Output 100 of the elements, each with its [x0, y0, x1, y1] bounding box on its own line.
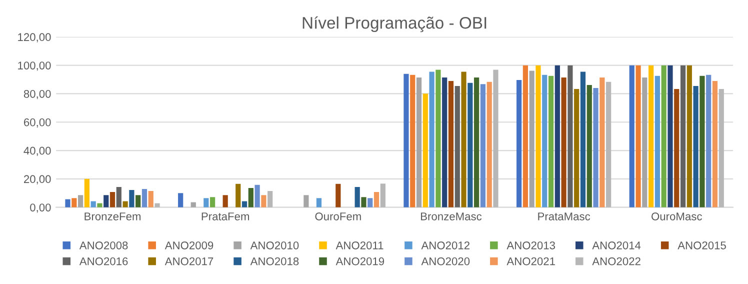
x-tick-label: OuroFem [315, 212, 361, 220]
bar [416, 78, 422, 208]
bar [586, 85, 592, 208]
bar [374, 192, 380, 208]
bar [142, 189, 148, 208]
bar [568, 65, 573, 208]
bar [368, 198, 373, 208]
bar [65, 199, 70, 208]
legend-label: ANO2014 [592, 241, 641, 250]
legend-label: ANO2020 [421, 257, 470, 266]
x-tick-label: BronzeMasc [421, 212, 482, 220]
legend-label: ANO2009 [164, 241, 214, 250]
legend-label: ANO2008 [79, 241, 128, 250]
bar [268, 190, 273, 208]
bar [236, 184, 241, 208]
bar [648, 65, 654, 208]
bar [436, 70, 441, 208]
bar [248, 188, 254, 208]
legend-label: ANO2011 [336, 241, 384, 250]
bar [461, 72, 466, 208]
bar [493, 70, 498, 208]
bar [522, 65, 528, 208]
bar [222, 195, 228, 208]
bar [110, 192, 116, 208]
y-tick-label: 80,00 [24, 90, 51, 100]
bar [261, 195, 266, 208]
bar [148, 190, 154, 208]
bar [674, 89, 680, 208]
bar [97, 203, 102, 208]
bar [561, 78, 566, 208]
chart-title: Nível Programação - OBI [302, 16, 486, 32]
bar [712, 80, 718, 208]
bar [129, 190, 134, 208]
bar [116, 187, 122, 208]
bar [536, 65, 541, 208]
bar [178, 193, 184, 208]
bar [693, 86, 698, 208]
bar [548, 76, 554, 208]
legend-label: ANO2015 [678, 241, 726, 250]
bar [380, 184, 386, 208]
bar [84, 178, 90, 208]
bar [304, 195, 309, 208]
y-tick-label: 40,00 [24, 146, 51, 156]
bar [404, 74, 409, 208]
y-tick-label: 100,00 [18, 62, 51, 71]
bar [154, 203, 160, 208]
bar [242, 201, 248, 208]
bar [448, 80, 454, 208]
bar [361, 197, 366, 208]
bar [668, 65, 673, 208]
bar [468, 82, 473, 208]
legend-label: ANO2021 [506, 257, 555, 266]
bar [686, 65, 692, 208]
bar [580, 72, 586, 208]
legend-label: ANO2012 [421, 241, 470, 250]
y-tick-label: 20,00 [24, 175, 51, 184]
bar [72, 198, 77, 208]
bar [706, 74, 712, 208]
x-tick-label: PrataMasc [538, 212, 590, 220]
x-tick-label: BronzeFem [84, 212, 140, 220]
bar [454, 86, 460, 208]
y-tick-label: 0,00 [30, 204, 51, 213]
bar [442, 78, 448, 208]
legend-label: ANO2017 [164, 257, 214, 266]
bar [210, 197, 216, 208]
bar [90, 201, 96, 208]
legend-label: ANO2019 [336, 257, 384, 266]
bar [529, 70, 534, 208]
bar [104, 195, 109, 208]
x-tick-label: OuroMasc [652, 212, 702, 220]
legend-label: ANO2013 [506, 241, 556, 250]
bar [190, 202, 196, 208]
bar [636, 65, 641, 208]
bar [474, 78, 480, 208]
bar [204, 198, 209, 208]
bar [336, 184, 341, 208]
bar [410, 74, 416, 208]
x-tick-label: PrataFem [202, 212, 249, 220]
bar [574, 89, 580, 208]
legend-label: ANO2018 [250, 257, 299, 266]
bar [661, 65, 666, 208]
bar [136, 195, 141, 208]
bar [254, 184, 260, 208]
bar [700, 76, 705, 208]
legend-label: ANO2022 [592, 257, 640, 266]
legend-label: ANO2010 [250, 241, 299, 250]
bar [354, 187, 360, 208]
bar [680, 65, 686, 208]
bar [606, 82, 612, 208]
bar [654, 76, 660, 208]
bar [429, 72, 434, 208]
bar [554, 65, 560, 208]
bar [480, 84, 486, 208]
y-tick-label: 60,00 [24, 118, 51, 128]
bar [486, 82, 492, 208]
bar [78, 195, 84, 208]
bar [593, 88, 598, 208]
bar [122, 201, 128, 208]
bar [718, 89, 724, 208]
bar [629, 65, 634, 208]
